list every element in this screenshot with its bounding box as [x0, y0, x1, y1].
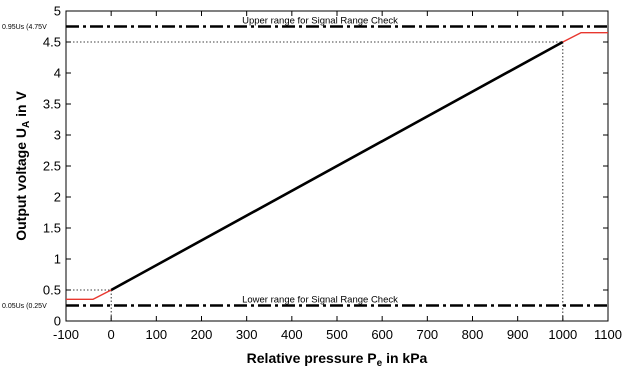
series-line-clamp — [66, 289, 112, 300]
x-axis-title-tail: in kPa — [382, 350, 427, 366]
x-tick-label: 500 — [326, 327, 348, 342]
x-tick-label: 700 — [416, 327, 438, 342]
y-tick-label: 1 — [54, 252, 61, 267]
x-tick-label: 900 — [507, 327, 529, 342]
series-line-clamp — [562, 32, 608, 43]
x-axis-ticks: -100 0 100 200 300 400 500 600 700 800 900 1000 1100 — [53, 11, 622, 342]
x-axis-title: Relative pressure Pe in kPa — [247, 350, 428, 369]
x-axis-title-sub: e — [377, 358, 383, 369]
y-tick-label: 2 — [54, 190, 61, 205]
x-tick-label: 400 — [281, 327, 303, 342]
reference-line-side-label: 0.05Us (0.25V — [2, 303, 47, 310]
x-tick-label: 100 — [145, 327, 167, 342]
series-lines — [66, 32, 608, 300]
reference-line-label: Upper range for Signal Range Check — [242, 16, 398, 27]
y-axis-ticks: 0 0.5 1 1.5 2 2.5 3 3.5 4 4.5 5 — [43, 4, 608, 329]
y-axis-title-sub: A — [21, 121, 32, 128]
x-tick-label: 200 — [191, 327, 213, 342]
guide-lines — [66, 41, 564, 321]
reference-line-side-label: 0.95Us (4.75V — [2, 24, 47, 31]
x-tick-label: -100 — [53, 327, 79, 342]
x-tick-label: 1000 — [548, 327, 577, 342]
y-tick-label: 3.5 — [43, 97, 61, 112]
y-tick-label: 4.5 — [43, 35, 61, 50]
x-axis-title-main: Relative pressure P — [247, 350, 377, 366]
y-tick-label: 1.5 — [43, 221, 61, 236]
y-tick-label: 5 — [54, 4, 61, 19]
y-tick-label: 3 — [54, 128, 61, 143]
x-tick-label: 1100 — [594, 327, 622, 342]
y-tick-label: 2.5 — [43, 159, 61, 174]
reference-line-label: Lower range for Signal Range Check — [242, 295, 398, 306]
y-tick-label: 0.5 — [43, 283, 61, 298]
y-axis-title-tail: in V — [13, 91, 29, 121]
x-tick-label: 600 — [371, 327, 393, 342]
x-tick-label: 300 — [236, 327, 258, 342]
y-tick-label: 4 — [54, 66, 61, 81]
x-tick-label: 0 — [108, 327, 115, 342]
x-tick-label: 800 — [462, 327, 484, 342]
y-axis-title: Output voltage UA in V — [13, 91, 32, 241]
y-tick-label: 0 — [54, 314, 61, 329]
reference-lines: Upper range for Signal Range Check 0.95Us… — [2, 16, 608, 310]
series-line-main — [110, 40, 564, 292]
y-axis-title-main: Output voltage U — [13, 128, 29, 241]
